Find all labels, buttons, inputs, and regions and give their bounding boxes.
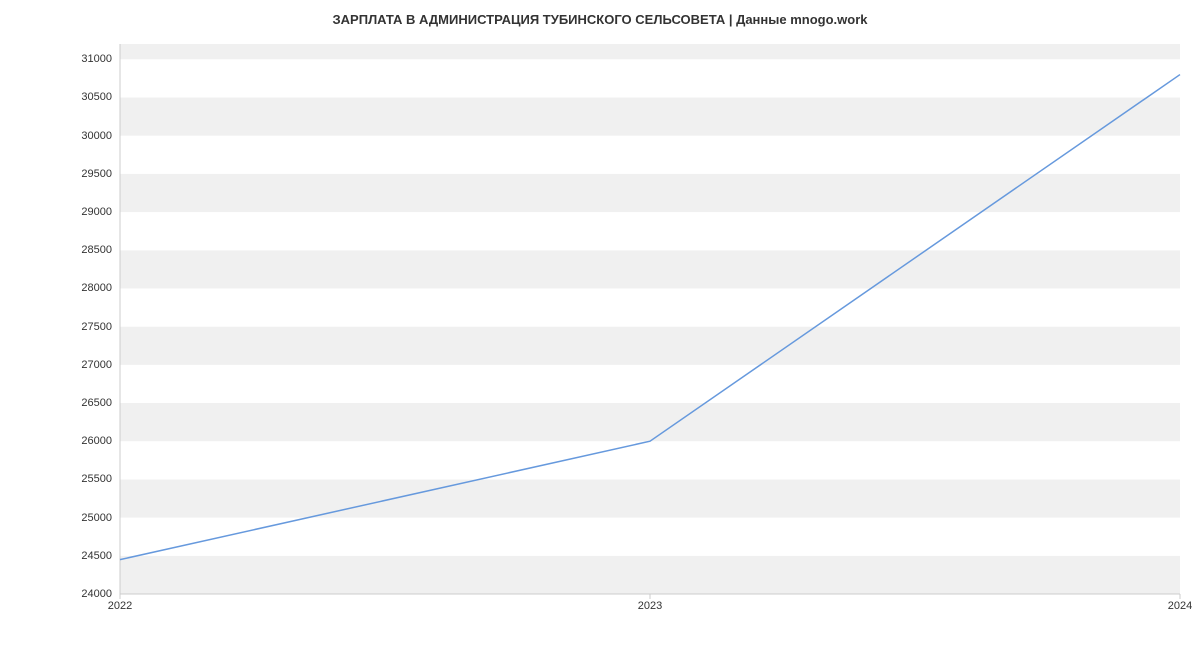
y-tick-label: 26000 bbox=[32, 435, 112, 447]
y-tick-label: 25000 bbox=[32, 512, 112, 524]
grid-band bbox=[120, 556, 1180, 594]
grid-band bbox=[120, 365, 1180, 403]
chart-title: ЗАРПЛАТА В АДМИНИСТРАЦИЯ ТУБИНСКОГО СЕЛЬ… bbox=[0, 12, 1200, 27]
x-tick-label: 2022 bbox=[108, 600, 132, 612]
grid-band bbox=[120, 136, 1180, 174]
y-tick-label: 30500 bbox=[32, 91, 112, 103]
grid-band bbox=[120, 59, 1180, 97]
grid-band bbox=[120, 174, 1180, 212]
y-tick-label: 26500 bbox=[32, 397, 112, 409]
grid-band bbox=[120, 97, 1180, 135]
y-tick-label: 31000 bbox=[32, 53, 112, 65]
y-tick-label: 24000 bbox=[32, 588, 112, 600]
x-tick-label: 2024 bbox=[1168, 600, 1192, 612]
grid-band bbox=[120, 403, 1180, 441]
y-tick-label: 30000 bbox=[32, 130, 112, 142]
grid-band bbox=[120, 479, 1180, 517]
plot-area bbox=[120, 44, 1180, 594]
grid-band bbox=[120, 288, 1180, 326]
y-tick-label: 28500 bbox=[32, 244, 112, 256]
y-tick-label: 27500 bbox=[32, 321, 112, 333]
grid-band bbox=[120, 212, 1180, 250]
grid-band bbox=[120, 44, 1180, 59]
y-tick-label: 27000 bbox=[32, 359, 112, 371]
grid-band bbox=[120, 441, 1180, 479]
x-tick-label: 2023 bbox=[638, 600, 662, 612]
grid-band bbox=[120, 327, 1180, 365]
y-tick-label: 29000 bbox=[32, 206, 112, 218]
y-tick-label: 28000 bbox=[32, 282, 112, 294]
y-tick-label: 24500 bbox=[32, 550, 112, 562]
grid-band bbox=[120, 250, 1180, 288]
y-tick-label: 29500 bbox=[32, 168, 112, 180]
chart-container: ЗАРПЛАТА В АДМИНИСТРАЦИЯ ТУБИНСКОГО СЕЛЬ… bbox=[0, 0, 1200, 650]
plot-svg bbox=[120, 44, 1180, 594]
y-tick-label: 25500 bbox=[32, 473, 112, 485]
